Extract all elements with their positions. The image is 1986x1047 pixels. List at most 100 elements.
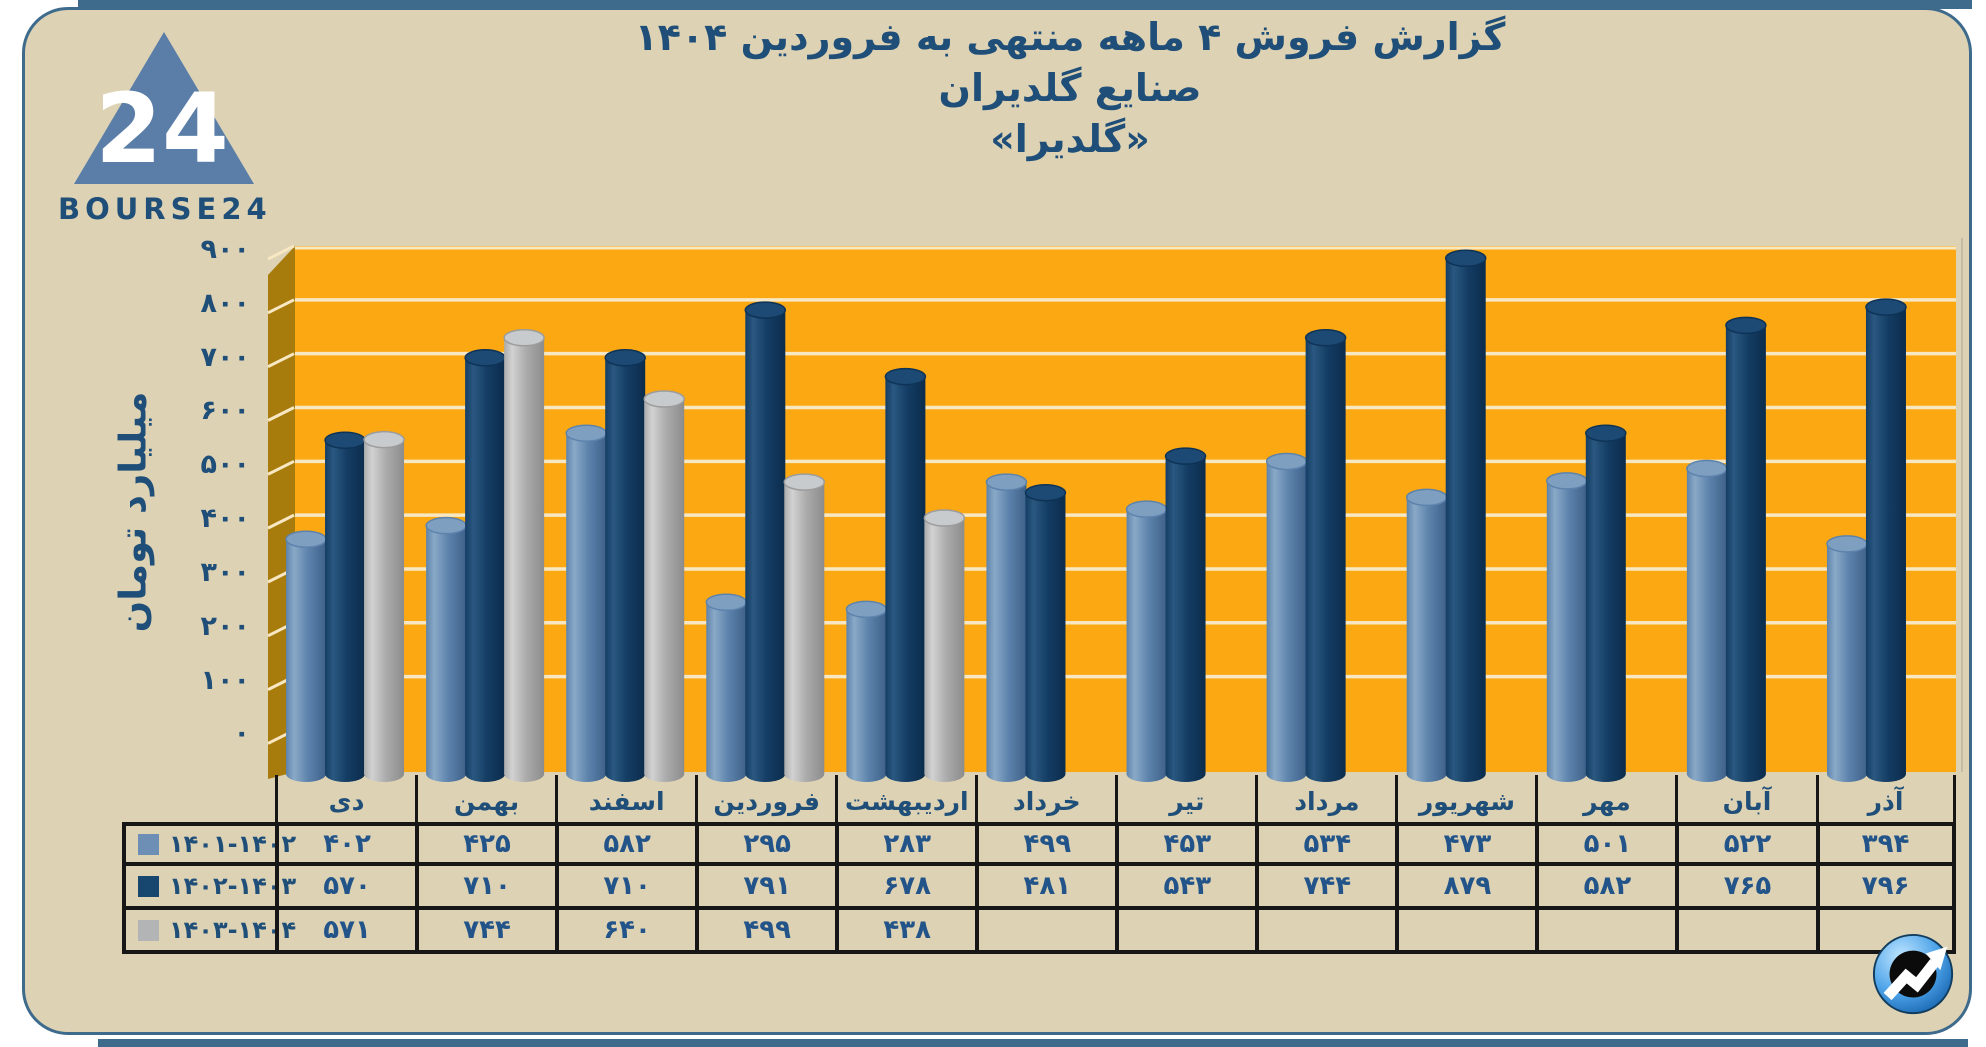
value-۱۴۰۲-۱۴۰۳-اردیبهشت: ۶۷۸	[835, 866, 976, 910]
bourse24-trend-icon	[1872, 933, 1954, 1015]
logo-triangle	[74, 32, 254, 184]
bar-۱۴۰۱-۱۴۰۲-اسفند	[565, 424, 607, 782]
icon-arrowhead	[1925, 946, 1948, 971]
value-۱۴۰۳-۱۴۰۴-بهمن: ۷۴۴	[415, 910, 556, 954]
legend-swatch	[138, 833, 159, 855]
legend-۱۴۰۳-۱۴۰۴: ۱۴۰۳-۱۴۰۴	[122, 910, 296, 954]
value-۱۴۰۳-۱۴۰۴-دی: ۵۷۱	[275, 910, 416, 954]
wall-gridline-mark	[267, 513, 295, 530]
value-۱۴۰۲-۱۴۰۳-تیر: ۵۴۳	[1115, 866, 1256, 910]
value-۱۴۰۱-۱۴۰۲-فروردین: ۲۹۵	[695, 822, 836, 866]
table-corner-empty	[122, 775, 275, 822]
bar-۱۴۰۲-۱۴۰۳-فروردین	[744, 301, 787, 782]
legend-swatch	[138, 919, 159, 941]
icon-trend-arrow	[1883, 958, 1939, 1001]
bar-۱۴۰۲-۱۴۰۳-اردیبهشت	[884, 367, 927, 782]
y-tick-label-100: ۱۰۰	[200, 664, 250, 696]
bar-۱۴۰۳-۱۴۰۴-فروردین	[783, 473, 826, 782]
value-۱۴۰۱-۱۴۰۲-مرداد: ۵۳۴	[1255, 822, 1396, 866]
bar-۱۴۰۲-۱۴۰۳-بهمن	[464, 349, 506, 782]
chart-title: گزارش فروش ۴ ماهه منتهی به فروردین ۱۴۰۴ …	[330, 12, 1810, 165]
value-۱۴۰۱-۱۴۰۲-آذر: ۳۹۴	[1815, 822, 1956, 866]
month-header-7: تیر	[1115, 775, 1255, 822]
month-header-8: مرداد	[1255, 775, 1395, 822]
y-tick-label-500: ۵۰۰	[200, 449, 250, 481]
value-۱۴۰۳-۱۴۰۴-خرداد	[975, 910, 1116, 954]
value-۱۴۰۳-۱۴۰۴-مرداد	[1255, 910, 1396, 954]
value-۱۴۰۱-۱۴۰۲-اسفند: ۵۸۲	[555, 822, 696, 866]
bar-۱۴۰۲-۱۴۰۳-تیر	[1164, 447, 1207, 782]
value-۱۴۰۳-۱۴۰۴-تیر	[1115, 910, 1256, 954]
bar-۱۴۰۲-۱۴۰۳-خرداد	[1024, 483, 1067, 782]
wall-gridline-mark	[267, 459, 295, 476]
month-header-1: دی	[275, 775, 415, 822]
value-۱۴۰۳-۱۴۰۴-مهر	[1535, 910, 1676, 954]
month-header-6: خرداد	[975, 775, 1115, 822]
value-۱۴۰۳-۱۴۰۴-آبان	[1675, 910, 1816, 954]
y-tick-label-300: ۳۰۰	[200, 556, 250, 588]
value-۱۴۰۲-۱۴۰۳-بهمن: ۷۱۰	[415, 866, 556, 910]
bar-۱۴۰۲-۱۴۰۳-آبان	[1725, 316, 1767, 782]
value-۱۴۰۱-۱۴۰۲-خرداد: ۴۹۹	[975, 822, 1116, 866]
legend-label: ۱۴۰۳-۱۴۰۴	[169, 916, 297, 944]
value-۱۴۰۱-۱۴۰۲-دی: ۴۰۲	[275, 822, 416, 866]
value-۱۴۰۱-۱۴۰۲-آبان: ۵۲۲	[1675, 822, 1816, 866]
bar-۱۴۰۲-۱۴۰۳-دی	[324, 431, 366, 782]
legend-label: ۱۴۰۱-۱۴۰۲	[169, 830, 297, 858]
bar-۱۴۰۳-۱۴۰۴-اردیبهشت	[923, 509, 966, 782]
y-tick-label-200: ۲۰۰	[200, 610, 250, 642]
value-۱۴۰۲-۱۴۰۳-مهر: ۵۸۲	[1535, 866, 1676, 910]
y-tick-label-700: ۷۰۰	[200, 341, 250, 373]
y-tick-label-0: ۰	[233, 718, 250, 750]
value-۱۴۰۱-۱۴۰۲-شهریور: ۴۷۳	[1395, 822, 1536, 866]
bar-۱۴۰۱-۱۴۰۲-فروردین	[705, 593, 748, 782]
title-line-1: گزارش فروش ۴ ماهه منتهی به فروردین ۱۴۰۴	[634, 15, 1506, 59]
bar-۱۴۰۲-۱۴۰۳-شهریور	[1444, 249, 1487, 782]
bar-۱۴۰۱-۱۴۰۲-خرداد	[985, 473, 1028, 782]
bar-۱۴۰۱-۱۴۰۲-شهریور	[1405, 488, 1448, 782]
bourse24-logo: 24 BOURSE24	[58, 28, 270, 226]
month-header-3: اسفند	[555, 775, 695, 822]
value-۱۴۰۳-۱۴۰۴-فروردین: ۴۹۹	[695, 910, 836, 954]
value-۱۴۰۳-۱۴۰۴-اردیبهشت: ۴۳۸	[835, 910, 976, 954]
bar-۱۴۰۱-۱۴۰۲-تیر	[1125, 500, 1168, 782]
value-۱۴۰۱-۱۴۰۲-مهر: ۵۰۱	[1535, 822, 1676, 866]
title-line-2: صنایع گلدیران	[938, 66, 1202, 110]
value-۱۴۰۲-۱۴۰۳-آذر: ۷۹۶	[1815, 866, 1956, 910]
wall-gridline-mark	[267, 352, 295, 369]
bar-۱۴۰۱-۱۴۰۲-مرداد	[1265, 452, 1308, 782]
value-۱۴۰۲-۱۴۰۳-خرداد: ۴۸۱	[975, 866, 1116, 910]
legend-label: ۱۴۰۲-۱۴۰۳	[169, 872, 297, 900]
logo-wordmark: BOURSE24	[58, 192, 272, 226]
bar-۱۴۰۳-۱۴۰۴-بهمن	[503, 329, 545, 782]
bourse24-triangle-icon: 24	[74, 32, 254, 185]
month-header-2: بهمن	[415, 775, 555, 822]
bar-۱۴۰۲-۱۴۰۳-مرداد	[1304, 329, 1347, 782]
y-tick-label-600: ۶۰۰	[200, 395, 250, 427]
month-header-12: آذر	[1815, 775, 1956, 822]
bar-۱۴۰۱-۱۴۰۲-آبان	[1686, 459, 1728, 782]
bar-۱۴۰۳-۱۴۰۴-دی	[363, 430, 405, 782]
month-header-11: آبان	[1675, 775, 1815, 822]
bar-۱۴۰۳-۱۴۰۴-اسفند	[643, 390, 685, 782]
month-header-4: فروردین	[695, 775, 835, 822]
value-۱۴۰۱-۱۴۰۲-بهمن: ۴۲۵	[415, 822, 556, 866]
value-۱۴۰۱-۱۴۰۲-اردیبهشت: ۲۸۳	[835, 822, 976, 866]
wall-gridline-mark	[267, 244, 295, 261]
bottom-edge-strip	[98, 1039, 1968, 1047]
y-tick-label-900: ۹۰۰	[200, 234, 250, 265]
month-header-5: اردیبهشت	[835, 775, 975, 822]
value-۱۴۰۲-۱۴۰۳-دی: ۵۷۰	[275, 866, 416, 910]
bar-۱۴۰۱-۱۴۰۲-آذر	[1826, 535, 1868, 782]
logo-24-text: 24	[95, 73, 229, 185]
value-۱۴۰۳-۱۴۰۴-شهریور	[1395, 910, 1536, 954]
legend-۱۴۰۲-۱۴۰۳: ۱۴۰۲-۱۴۰۳	[122, 866, 296, 910]
bar-۱۴۰۱-۱۴۰۲-اردیبهشت	[845, 600, 888, 782]
data-table: دی بهمن اسفند فروردین اردیبهشت خرداد تیر مرداد ش…	[122, 775, 1956, 954]
y-tick-label-800: ۸۰۰	[200, 287, 250, 319]
month-header-9: شهریور	[1395, 775, 1535, 822]
value-۱۴۰۲-۱۴۰۳-آبان: ۷۶۵	[1675, 866, 1816, 910]
wall-gridline-mark	[267, 298, 295, 315]
bar-۱۴۰۲-۱۴۰۳-آذر	[1865, 298, 1907, 782]
